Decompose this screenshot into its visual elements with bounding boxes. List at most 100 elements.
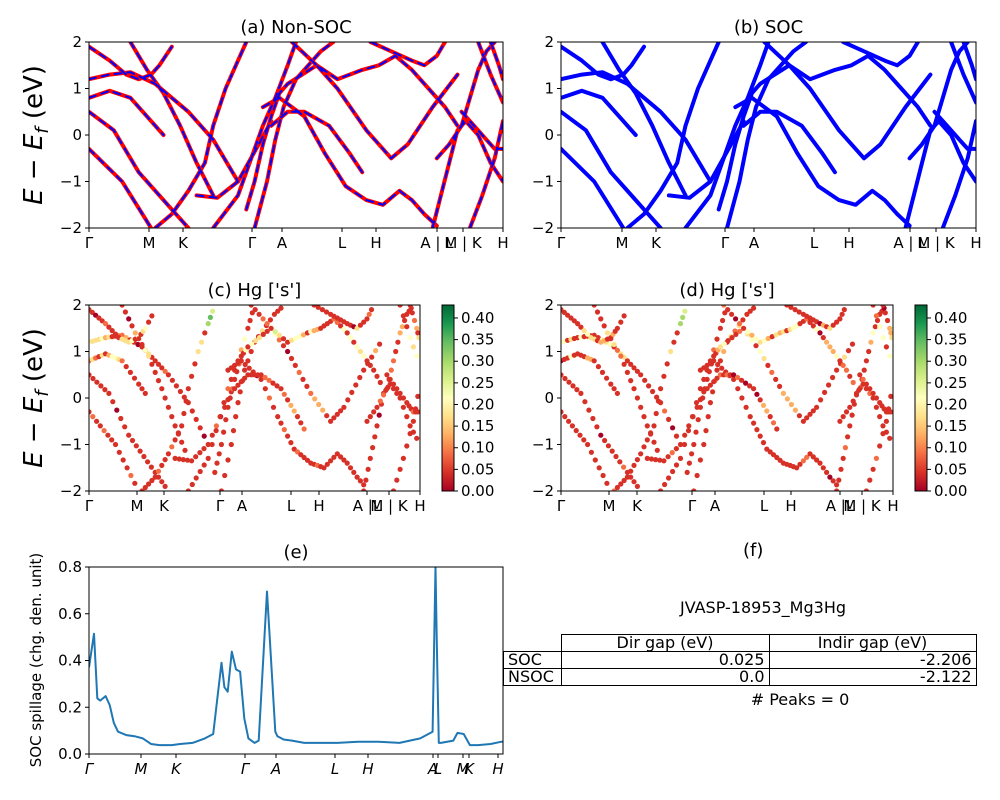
scatter-point <box>753 343 759 349</box>
scatter-point <box>754 391 760 397</box>
scatter-point <box>697 404 704 410</box>
scatter-point <box>591 305 597 308</box>
table-row: SOC 0.025 -2.206 <box>503 651 977 669</box>
scatter-point <box>594 424 600 430</box>
scatter-point <box>677 321 684 327</box>
x-tick-label: Γ <box>85 497 94 515</box>
scatter-point <box>653 457 659 463</box>
x-tick-label: A <box>270 760 281 778</box>
scatter-point <box>658 488 664 491</box>
scatter-point <box>617 459 623 465</box>
scatter-point <box>245 325 251 331</box>
scatter-point <box>826 382 832 388</box>
y-tick-label: −2 <box>60 219 82 237</box>
scatter-point <box>377 379 383 386</box>
scatter-point <box>634 457 641 463</box>
scatter-point <box>162 395 168 401</box>
scatter-point <box>888 330 893 336</box>
scatter-point <box>372 434 378 440</box>
scatter-point <box>706 369 712 375</box>
scatter-point <box>788 305 794 310</box>
scatter-point <box>651 439 657 445</box>
scatter-point <box>681 441 688 448</box>
scatter-point <box>242 361 248 368</box>
scatter-point <box>374 423 380 429</box>
band-lines <box>89 42 503 228</box>
scatter-point <box>651 423 657 429</box>
scatter-point <box>381 392 387 398</box>
scatter-point <box>205 321 211 327</box>
colorbar-gradient <box>914 304 928 492</box>
scatter-point <box>618 481 624 487</box>
scatter-point <box>641 444 647 450</box>
scatter-point <box>122 309 128 315</box>
scatter-point <box>691 488 697 491</box>
band-line <box>940 119 976 228</box>
scatter-point <box>294 414 301 420</box>
scatter-point <box>377 341 383 347</box>
scatter-point <box>797 461 803 467</box>
scatter-point <box>361 482 367 488</box>
scatter-point <box>714 367 720 373</box>
scatter-point <box>566 379 572 385</box>
scatter-point <box>757 339 763 345</box>
scatter-point <box>142 347 148 353</box>
scatter-point <box>591 358 597 364</box>
scatter-point <box>233 414 239 420</box>
x-tick-label: Γ <box>85 760 95 778</box>
scatter-point <box>735 386 741 392</box>
scatter-point <box>274 383 280 389</box>
scatter-point <box>155 468 162 474</box>
col-header-indir: Indir gap (eV) <box>768 634 977 652</box>
colorbar-tick-label: 0.30 <box>934 352 967 370</box>
scatter-point <box>404 443 410 449</box>
scatter-point <box>225 457 231 463</box>
band-line <box>253 42 335 228</box>
table-header-row: Dir gap (eV) Indir gap (eV) <box>504 634 977 652</box>
scatter-point <box>605 443 612 449</box>
spillage-line <box>89 567 503 747</box>
scatter-point <box>119 358 125 364</box>
scatter-point <box>205 455 211 461</box>
scatter-point <box>319 307 325 313</box>
band-lines <box>561 42 976 228</box>
scatter-point <box>384 386 390 392</box>
scatter-point <box>272 329 278 335</box>
scatter-point <box>682 432 688 438</box>
scatter-point <box>592 457 598 463</box>
scatter-point <box>228 441 234 448</box>
y-tick-label: 1 <box>72 80 82 98</box>
scatter-point <box>792 307 798 313</box>
scatter-point <box>370 445 376 451</box>
scatter-point <box>614 390 621 396</box>
scatter-point <box>820 465 826 471</box>
scatter-point <box>857 386 863 392</box>
scatter-point <box>328 458 334 464</box>
scatter-point <box>414 435 420 441</box>
scatter-point <box>367 414 373 420</box>
scatter-point <box>374 404 380 410</box>
scatter-point <box>827 344 833 350</box>
scatter-point <box>129 323 135 329</box>
scatter-point <box>175 430 181 436</box>
scatter-point <box>666 475 672 481</box>
x-tick-label: K <box>651 234 662 252</box>
scatter-point <box>105 432 111 438</box>
scatter-point <box>397 330 403 336</box>
scatter-point <box>232 376 238 382</box>
band-line <box>725 42 808 228</box>
scatter-point <box>148 464 154 470</box>
scatter-point <box>737 328 743 334</box>
panel-title-c: (c) Hg ['s'] <box>208 280 302 301</box>
scatter-point <box>94 418 100 424</box>
scatter-point <box>834 319 840 325</box>
scatter-point <box>123 364 129 370</box>
scatter-point <box>733 316 739 322</box>
scatter-point <box>621 464 627 470</box>
scatter-point <box>296 334 303 340</box>
gap-table: Dir gap (eV) Indir gap (eV) SOC 0.025 -2… <box>503 634 977 686</box>
scatter-point <box>312 396 318 402</box>
scatter-point <box>695 417 701 423</box>
scatter-point <box>285 433 291 439</box>
